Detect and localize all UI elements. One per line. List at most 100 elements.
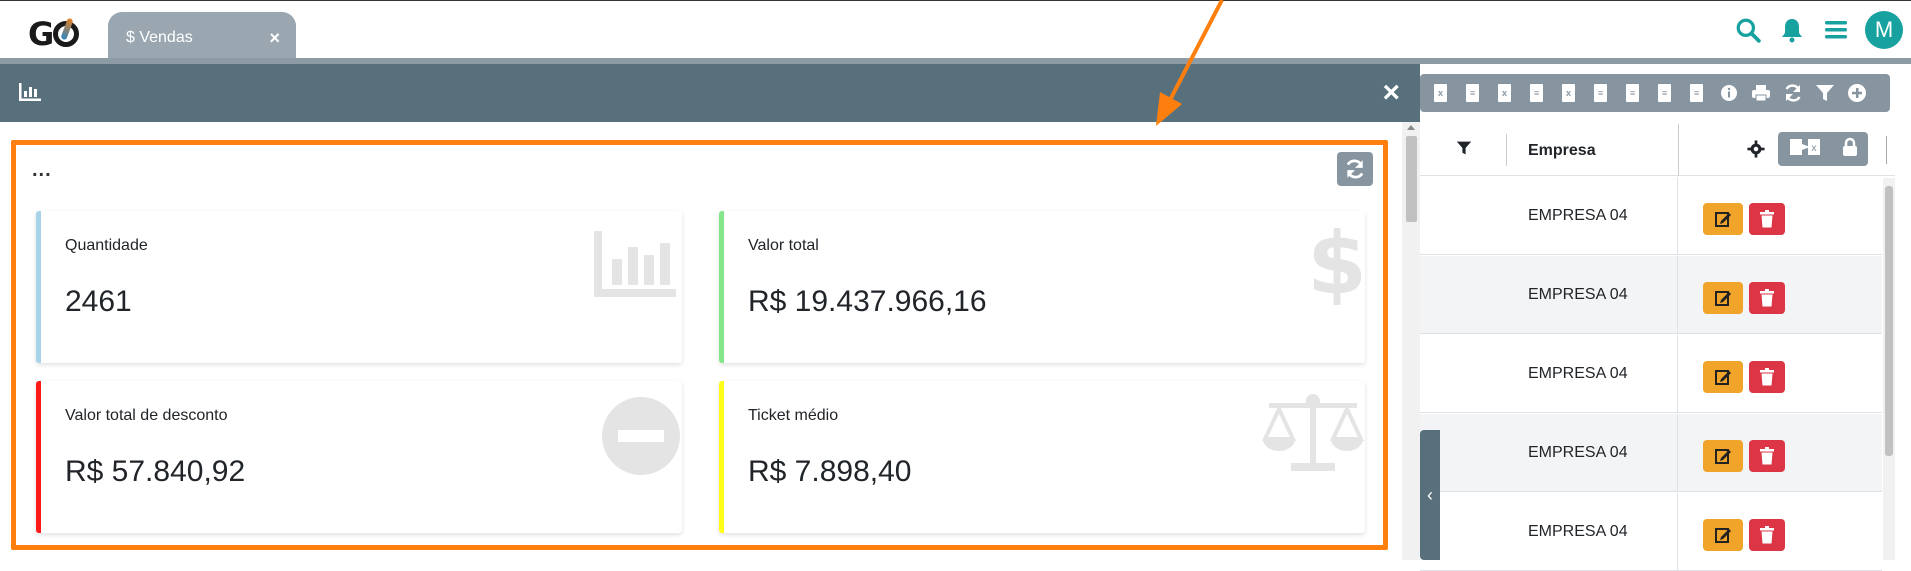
search-icon[interactable]: [1733, 15, 1763, 45]
grid-toolbar: x ≡ x ≡ x ≡ ≡ ≡ ≡: [1420, 74, 1890, 112]
refresh-button[interactable]: [1337, 152, 1373, 186]
excel-icon[interactable]: x: [1494, 81, 1515, 105]
divider: [1678, 124, 1679, 176]
edit-icon: [1715, 449, 1731, 464]
dollar-icon: $: [1307, 214, 1367, 314]
chevron-left-icon: ‹: [1427, 484, 1433, 505]
delete-button[interactable]: [1749, 361, 1785, 393]
empresa-cell: EMPRESA 04: [1528, 207, 1628, 224]
tab-close-icon[interactable]: ×: [269, 28, 280, 48]
info-icon[interactable]: [1718, 81, 1739, 105]
empresa-cell: EMPRESA 04: [1528, 365, 1628, 382]
divider: [1506, 134, 1507, 166]
menu-icon[interactable]: [1821, 15, 1851, 45]
gear-icon[interactable]: [1747, 140, 1765, 163]
card-value: R$ 19.437.966,16: [748, 285, 987, 318]
pdf-icon[interactable]: ≡: [1590, 81, 1611, 105]
card-ticket-medio: Ticket médio R$ 7.898,40: [719, 381, 1365, 533]
pdf-icon[interactable]: ≡: [1526, 81, 1547, 105]
bar-chart-icon: [18, 82, 42, 107]
collapse-panel-button[interactable]: ‹: [1420, 430, 1440, 560]
scroll-up-icon[interactable]: [1407, 125, 1415, 130]
app-logo[interactable]: G: [28, 15, 80, 53]
edit-button[interactable]: [1703, 519, 1743, 551]
tab-vendas[interactable]: $ Vendas ×: [108, 12, 296, 61]
empresa-cell: EMPRESA 04: [1528, 444, 1628, 461]
card-title: Ticket médio: [748, 407, 839, 424]
scrollbar-thumb[interactable]: [1406, 136, 1417, 222]
filter-icon[interactable]: [1814, 81, 1835, 105]
minus-circle-icon: [600, 395, 682, 482]
card-title: Valor total: [748, 237, 819, 254]
excel-icon[interactable]: x: [1430, 81, 1451, 105]
table-row[interactable]: EMPRESA 04: [1420, 177, 1882, 255]
grid-header: Empresa x: [1420, 124, 1895, 176]
trash-icon: [1760, 210, 1774, 228]
edit-button[interactable]: [1703, 203, 1743, 235]
excel-icon[interactable]: x: [1558, 81, 1579, 105]
logo-letter: G: [28, 15, 54, 53]
table-row[interactable]: EMPRESA 04: [1420, 335, 1882, 413]
panel-options[interactable]: ...: [32, 159, 52, 181]
empresa-cell: EMPRESA 04: [1528, 523, 1628, 540]
tab-label: $ Vendas: [126, 29, 193, 46]
svg-text:$: $: [1311, 219, 1363, 305]
modal-header: ×: [0, 64, 1420, 122]
card-value: R$ 57.840,92: [65, 455, 246, 488]
divider: [1677, 256, 1678, 334]
delete-button[interactable]: [1749, 282, 1785, 314]
summary-panel: ... Quantidade 2461 Valor total R$ 19.43…: [11, 140, 1388, 550]
card-value: 2461: [65, 285, 132, 318]
export-columns-icon[interactable]: x: [1788, 136, 1822, 163]
edit-button[interactable]: [1703, 361, 1743, 393]
print-icon[interactable]: [1750, 81, 1771, 105]
card-title: Quantidade: [65, 237, 148, 254]
edit-icon: [1715, 212, 1731, 227]
card-quantidade: Quantidade 2461: [36, 211, 682, 363]
table-row[interactable]: EMPRESA 04: [1420, 256, 1882, 334]
divider: [1677, 335, 1678, 413]
card-valor-total: Valor total R$ 19.437.966,16 $: [719, 211, 1367, 363]
divider: [1677, 414, 1678, 492]
empresa-cell: EMPRESA 04: [1528, 286, 1628, 303]
trash-icon: [1760, 289, 1774, 307]
top-bar: G $ Vendas × M: [0, 0, 1911, 61]
edit-button[interactable]: [1703, 440, 1743, 472]
refresh-icon: [1346, 159, 1364, 179]
card-title: Valor total de desconto: [65, 407, 228, 424]
delete-button[interactable]: [1749, 519, 1785, 551]
pdf-icon[interactable]: ≡: [1654, 81, 1675, 105]
modal-scrollbar[interactable]: [1402, 122, 1420, 560]
pdf-icon[interactable]: ≡: [1622, 81, 1643, 105]
delete-button[interactable]: [1749, 440, 1785, 472]
pdf-icon[interactable]: ≡: [1462, 81, 1483, 105]
avatar[interactable]: M: [1865, 11, 1903, 49]
divider: [1677, 493, 1678, 571]
table-row[interactable]: EMPRESA 04: [1420, 414, 1882, 492]
lock-icon[interactable]: [1842, 137, 1858, 162]
add-icon[interactable]: [1846, 81, 1867, 105]
trash-icon: [1760, 368, 1774, 386]
dashboard-modal: × ... Quantidade 2461 Valor total R$ 19.…: [0, 64, 1420, 560]
column-header-empresa[interactable]: Empresa: [1528, 142, 1596, 159]
refresh-icon[interactable]: [1782, 81, 1803, 105]
edit-icon: [1715, 291, 1731, 306]
header-divider: [0, 58, 1911, 64]
divider: [1886, 136, 1887, 164]
card-value: R$ 7.898,40: [748, 455, 912, 488]
bell-icon[interactable]: [1777, 15, 1807, 45]
edit-button[interactable]: [1703, 282, 1743, 314]
table-row[interactable]: EMPRESA 04: [1420, 493, 1882, 571]
pdf-icon[interactable]: ≡: [1686, 81, 1707, 105]
delete-button[interactable]: [1749, 203, 1785, 235]
logo-o-icon: [53, 21, 80, 47]
scrollbar-thumb[interactable]: [1885, 186, 1893, 456]
bar-chart-icon: [592, 225, 678, 304]
modal-close-icon[interactable]: ×: [1382, 76, 1400, 109]
balance-scale-icon: [1261, 391, 1365, 478]
grid-scrollbar[interactable]: [1883, 178, 1895, 560]
trash-icon: [1760, 447, 1774, 465]
edit-icon: [1715, 370, 1731, 385]
filter-icon[interactable]: [1456, 140, 1472, 161]
top-actions: M: [1733, 11, 1903, 49]
